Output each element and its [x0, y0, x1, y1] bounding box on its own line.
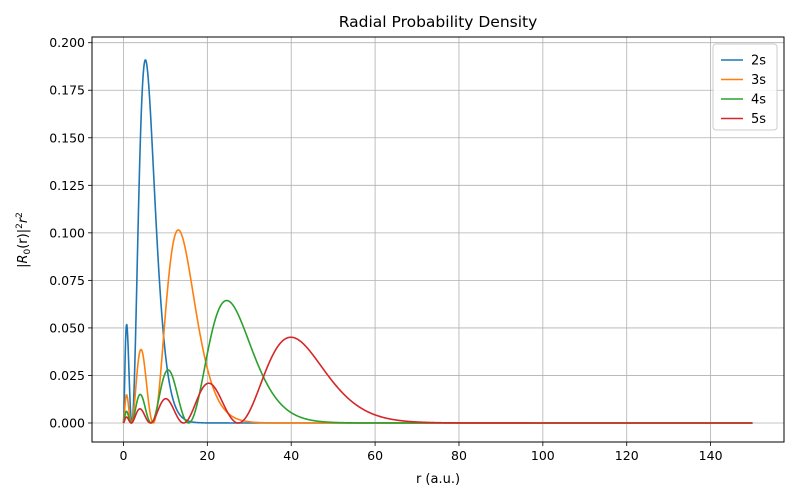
axis-ticks: 0 20 40 60 80 100 120 140 0.000 0.025 0.050 0.075 0.…: [49, 35, 722, 463]
x-tick-label: 140: [699, 448, 723, 463]
x-tick-label: 20: [199, 448, 215, 463]
y-tick-label: 0.150: [49, 130, 85, 145]
y-tick-label: 0.000: [49, 415, 85, 430]
y-axis-label: |R0(r)|2r2: [15, 212, 33, 268]
grid: [92, 37, 784, 442]
plot-frame: [91, 36, 785, 443]
y-tick-label: 0.075: [49, 273, 85, 288]
y-tick-label: 0.050: [49, 320, 85, 335]
x-tick-label: 100: [531, 448, 555, 463]
series-lines: [122, 59, 753, 424]
x-tick-label: 60: [367, 448, 383, 463]
y-tick-label: 0.200: [49, 35, 85, 50]
x-tick-label: 80: [451, 448, 467, 463]
y-tick-label: 0.100: [49, 225, 85, 240]
series-line-5s: [122, 336, 753, 424]
legend-label-3s: 3s: [751, 73, 766, 88]
legend-box: [712, 43, 778, 131]
chart-title: Radial Probability Density: [339, 13, 538, 31]
legend: 2s 3s 4s 5s: [712, 43, 778, 131]
y-tick-label: 0.125: [49, 178, 85, 193]
x-tick-label: 120: [615, 448, 639, 463]
legend-label-4s: 4s: [751, 93, 766, 108]
legend-label-2s: 2s: [751, 54, 766, 69]
legend-label-5s: 5s: [751, 112, 766, 127]
y-tick-label: 0.025: [49, 368, 85, 383]
x-axis-label: r (a.u.): [416, 472, 460, 487]
y-tick-label: 0.175: [49, 83, 85, 98]
x-tick-label: 40: [283, 448, 299, 463]
x-tick-label: 0: [119, 448, 127, 463]
